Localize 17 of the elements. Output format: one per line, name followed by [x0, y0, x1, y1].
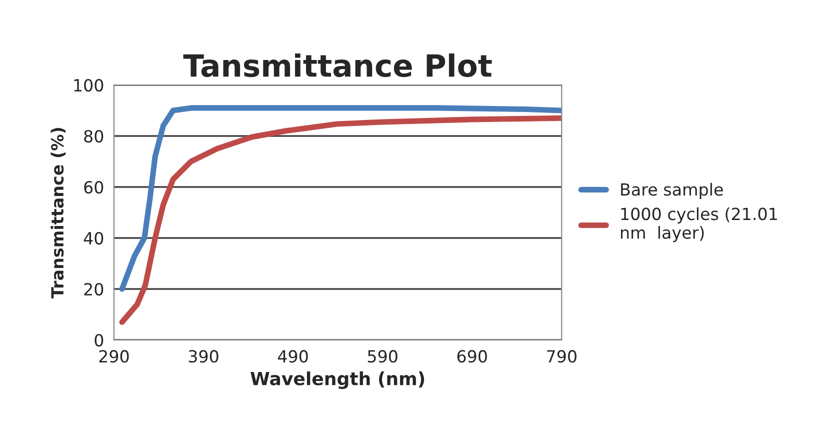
y-tick-label: 80 [84, 130, 104, 143]
x-tick-label: 690 [457, 350, 487, 363]
legend-label: Bare sample [621, 182, 723, 199]
x-tick-label: 290 [99, 350, 129, 363]
y-tick-label: 0 [94, 334, 104, 347]
y-tick-label: 20 [84, 282, 104, 296]
x-tick-label: 490 [278, 350, 308, 363]
legend-label: 1000 cycles (21.01 nm layer) [620, 207, 777, 242]
y-tick-label: 40 [84, 232, 104, 245]
chart-title: Tansmittance Plot [183, 53, 492, 78]
x-tick-label: 790 [547, 350, 576, 363]
y-axis-title: Transmittance (%) [50, 128, 66, 298]
y-tick-label: 100 [74, 78, 104, 92]
y-tick-label: 60 [84, 180, 104, 194]
x-tick-label: 590 [368, 350, 398, 363]
x-tick-label: 390 [188, 350, 218, 363]
x-axis-title: Wavelength (nm) [250, 371, 424, 390]
